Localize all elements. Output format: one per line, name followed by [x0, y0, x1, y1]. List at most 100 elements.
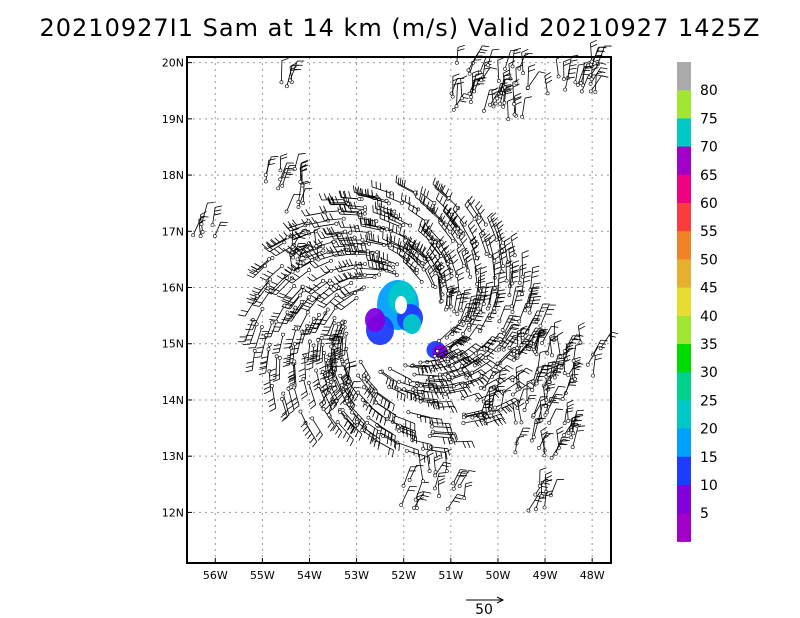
wind-barb — [573, 359, 581, 381]
wind-barb — [486, 48, 500, 68]
wind-barb — [412, 491, 432, 510]
wind-barb — [403, 363, 424, 376]
wind-barb — [452, 378, 480, 389]
colorbar-swatch — [677, 62, 691, 91]
wind-barb — [469, 77, 483, 99]
wind-barb — [263, 156, 279, 177]
colorbar-label: 65 — [700, 168, 718, 184]
wind-barb — [506, 98, 515, 122]
wind-barb — [292, 153, 306, 171]
wind-barb — [504, 260, 513, 283]
wind-barb — [510, 260, 520, 286]
wind-barb — [512, 334, 536, 356]
wind-barb — [325, 322, 341, 344]
wind-barb — [542, 433, 551, 458]
lon-tick-label: 52W — [391, 569, 416, 582]
wind-barb — [373, 438, 394, 458]
wind-barb — [479, 67, 498, 83]
wind-barb — [539, 478, 548, 498]
colorbar-swatch — [677, 400, 691, 430]
lat-tick-label: 12N — [162, 506, 184, 519]
wind-barb — [280, 165, 297, 188]
wind-barb — [492, 289, 505, 311]
latitude-axis: 20N 19N 18N 17N 16N 15N 14N 13N 12N — [162, 57, 192, 519]
wind-barb — [588, 67, 608, 86]
wind-barb — [374, 400, 396, 423]
wind-barb — [302, 312, 321, 335]
colorbar-label: 70 — [700, 140, 718, 156]
wind-barb — [284, 193, 301, 214]
wind-barb — [296, 188, 313, 209]
wind-barb — [512, 96, 522, 117]
wind-barb — [339, 285, 366, 296]
wind-barb — [484, 233, 493, 258]
wind-barb — [544, 383, 556, 402]
wind-barb — [578, 322, 586, 345]
wind-barb — [429, 241, 444, 269]
wind-barb — [285, 268, 312, 284]
wind-barb — [319, 350, 327, 380]
wind-barb — [307, 268, 334, 282]
wind-barb — [346, 360, 357, 384]
wind-barb — [301, 339, 312, 364]
wind-barb — [454, 81, 465, 109]
wind-barb — [431, 204, 448, 227]
reference-vector: 50 — [466, 596, 505, 618]
wind-barb — [279, 305, 298, 325]
wind-barb — [496, 57, 505, 83]
wind-barb — [435, 338, 463, 353]
wind-barb — [480, 60, 492, 80]
wind-barb — [397, 428, 418, 444]
wind-barb — [520, 270, 532, 296]
wind-barb — [285, 222, 308, 232]
wind-barb — [317, 231, 342, 239]
wind-barb — [540, 325, 559, 345]
wind-barb — [328, 281, 354, 293]
wind-barb — [566, 399, 574, 423]
colorbar-label: 80 — [700, 83, 718, 99]
wind-barb — [483, 340, 509, 360]
wind-barb — [332, 333, 344, 360]
wind-barb — [547, 364, 565, 384]
wind-barb — [305, 278, 332, 295]
wind-barb — [290, 229, 310, 249]
wind-barb — [291, 310, 310, 331]
wind-barb — [478, 400, 492, 418]
wind-barb — [562, 335, 580, 354]
wind-barb — [510, 367, 533, 382]
wind-barb — [459, 215, 474, 245]
wind-barb — [520, 250, 529, 279]
wind-barb — [340, 408, 358, 433]
lat-tick-label: 14N — [162, 394, 184, 407]
wind-barb — [482, 371, 501, 391]
colorbar-label: 55 — [700, 224, 718, 240]
wind-barb — [481, 281, 494, 306]
lon-tick-label: 54W — [297, 569, 322, 582]
wind-barb — [526, 491, 547, 513]
wind-barb — [533, 479, 553, 497]
wind-barb — [419, 456, 426, 484]
wind-barb — [263, 240, 287, 253]
wind-barb — [409, 248, 426, 272]
wind-barb — [397, 379, 418, 395]
wind-barb — [245, 348, 257, 373]
wind-barb — [420, 186, 437, 205]
wind-barb — [462, 481, 473, 501]
colorbar-label: 35 — [700, 337, 718, 353]
wind-barb — [329, 365, 343, 384]
wind-barb — [522, 394, 537, 412]
wind-barb — [343, 271, 367, 280]
wind-barb — [335, 233, 365, 242]
wind-barb — [525, 64, 536, 90]
lon-tick-label: 49W — [533, 569, 558, 582]
wind-barb — [411, 387, 434, 400]
wind-barb — [343, 198, 367, 210]
wind-barb — [306, 381, 317, 410]
wind-barb — [338, 409, 354, 434]
wind-barb — [281, 391, 290, 420]
wind-barb — [497, 305, 513, 324]
wind-barb — [300, 316, 316, 335]
wind-barb — [278, 162, 294, 182]
wind-speed-shading — [365, 280, 448, 360]
wind-barb — [212, 221, 228, 239]
